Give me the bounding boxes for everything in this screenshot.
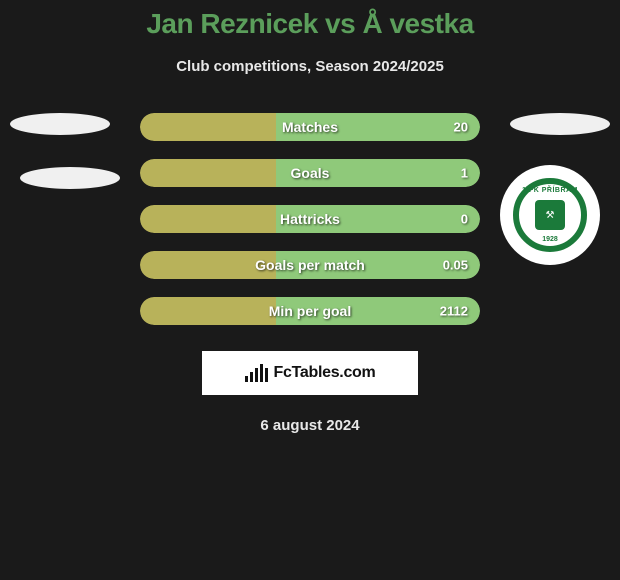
brand-text: FcTables.com bbox=[274, 364, 376, 382]
stat-value-right: 2112 bbox=[440, 304, 468, 319]
club-center-badge: ⚒ bbox=[535, 200, 565, 230]
stat-row: 2112 Min per goal bbox=[140, 297, 480, 325]
club-name-text: 1.FK PŘÍBRAM bbox=[522, 187, 578, 194]
stat-value-right: 0 bbox=[461, 212, 468, 227]
stat-label: Goals per match bbox=[255, 257, 365, 273]
stat-row: 20 Matches bbox=[140, 113, 480, 141]
stats-area: 1.FK PŘÍBRAM ⚒ 1928 20 Matches 1 Goals 0 Hatt… bbox=[0, 113, 620, 343]
subtitle: Club competitions, Season 2024/2025 bbox=[0, 58, 620, 75]
club-year-text: 1928 bbox=[542, 236, 558, 243]
stat-label: Matches bbox=[282, 119, 338, 135]
stat-bar-left bbox=[140, 113, 276, 141]
stat-row: 1 Goals bbox=[140, 159, 480, 187]
page-title: Jan Reznicek vs Å vestka bbox=[0, 8, 620, 40]
stat-rows: 20 Matches 1 Goals 0 Hattricks 0.05 Goals per m… bbox=[140, 113, 480, 343]
stat-value-right: 1 bbox=[461, 166, 468, 181]
stat-value-right: 0.05 bbox=[443, 258, 468, 273]
date-line: 6 august 2024 bbox=[0, 417, 620, 434]
stat-row: 0 Hattricks bbox=[140, 205, 480, 233]
player-portrait-left-1 bbox=[10, 113, 110, 135]
player-portrait-right-1 bbox=[510, 113, 610, 135]
brand-box[interactable]: FcTables.com bbox=[202, 351, 418, 395]
stat-bar-left bbox=[140, 205, 276, 233]
club-logo-inner: 1.FK PŘÍBRAM ⚒ 1928 bbox=[513, 178, 587, 252]
stat-label: Goals bbox=[291, 165, 330, 181]
player-portrait-left-2 bbox=[20, 167, 120, 189]
stat-bar-left bbox=[140, 297, 276, 325]
comparison-card: Jan Reznicek vs Å vestka Club competitio… bbox=[0, 0, 620, 434]
brand-bars-icon bbox=[245, 364, 268, 382]
club-logo: 1.FK PŘÍBRAM ⚒ 1928 bbox=[500, 165, 600, 265]
stat-value-right: 20 bbox=[454, 120, 468, 135]
stat-row: 0.05 Goals per match bbox=[140, 251, 480, 279]
stat-label: Min per goal bbox=[269, 303, 351, 319]
stat-label: Hattricks bbox=[280, 211, 340, 227]
stat-bar-left bbox=[140, 159, 276, 187]
